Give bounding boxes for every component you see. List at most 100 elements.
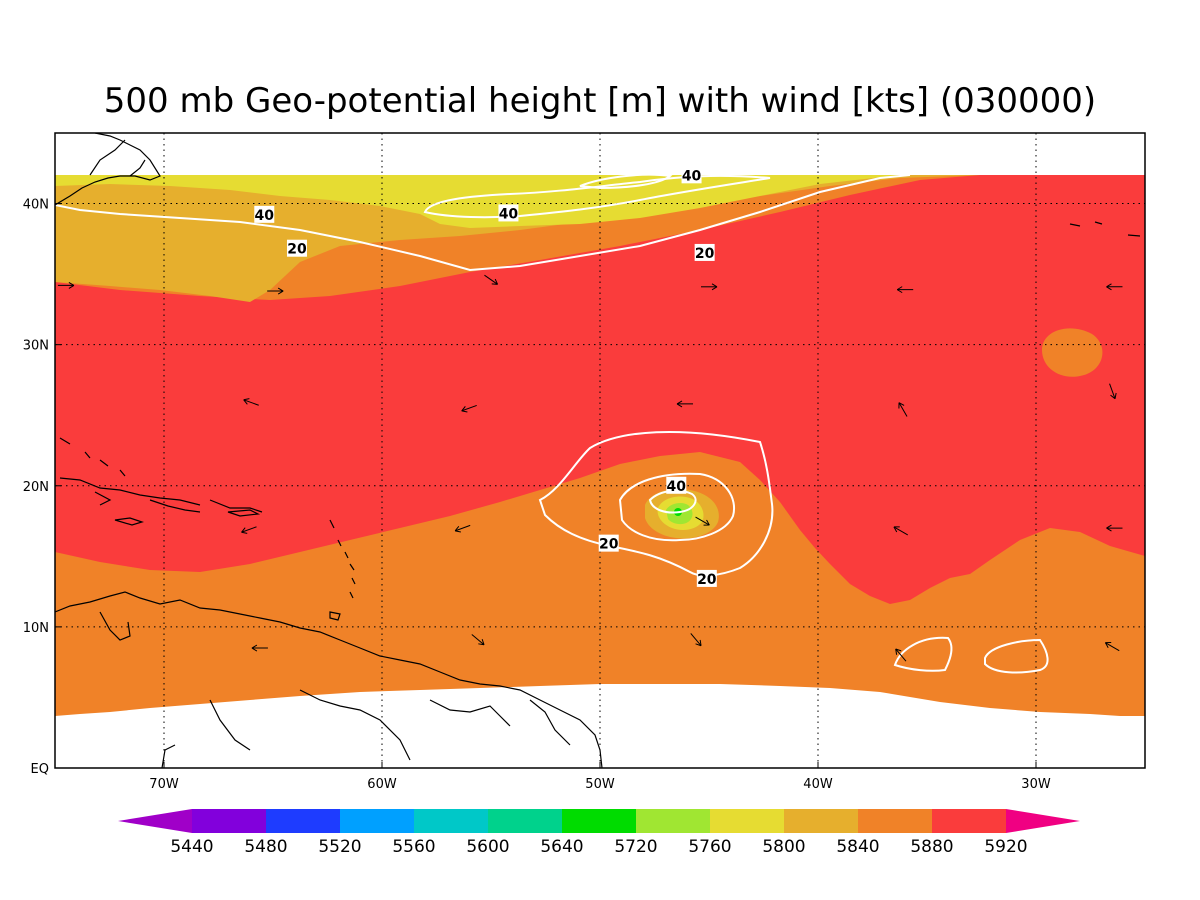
- lat-tick-label: EQ: [31, 762, 49, 777]
- colorbar-label: 5480: [244, 837, 287, 857]
- lon-tick-label: 60W: [367, 777, 397, 792]
- colorbar-label: 5640: [540, 837, 583, 857]
- wind-arrow: [695, 516, 710, 526]
- map-plot-area: [55, 133, 1145, 768]
- contour-label: 40: [682, 168, 702, 184]
- colorbar-segment: [562, 809, 636, 833]
- coast-lesser-antilles: [329, 519, 356, 599]
- contour-label-bg: [666, 476, 687, 494]
- chart-title: 500 mb Geo-potential height [m] with win…: [104, 81, 1096, 121]
- coast-puerto-rico: [227, 509, 261, 517]
- colorbar-segment: [488, 809, 562, 833]
- lon-tick-label: 70W: [149, 777, 179, 792]
- colorbar-segment: [340, 809, 414, 833]
- wind-arrow: [57, 281, 75, 289]
- lat-tick-label: 10N: [23, 621, 49, 636]
- band-5920: [55, 175, 1145, 604]
- colorbar-segment: [932, 809, 1006, 833]
- contour-label: 20: [599, 537, 619, 553]
- contour-40-north-b: [579, 173, 673, 190]
- colorbar-segment: [266, 809, 340, 833]
- lon-tick-label: 30W: [1021, 777, 1051, 792]
- colorbar-left-arrow: [118, 809, 192, 833]
- wind-arrow: [1106, 524, 1123, 532]
- colorbar-label: 5800: [762, 837, 805, 857]
- wind-arrow: [895, 648, 907, 662]
- contour-label-bg: [694, 243, 715, 261]
- wind-arrow: [454, 524, 471, 533]
- contour-labels: 40 40 40 20 20 40 20 20: [254, 166, 717, 588]
- lat-lon-grid: [55, 133, 1145, 768]
- colorbar-segment: [414, 809, 488, 833]
- colorbar-label: 5920: [984, 837, 1027, 857]
- coast-south-america: [55, 591, 603, 768]
- colorbar-segment: [784, 809, 858, 833]
- coast-north-america-inland: [89, 139, 146, 177]
- contour-label: 20: [695, 246, 715, 262]
- colorbar-label: 5440: [170, 837, 213, 857]
- band-5760: [345, 175, 700, 198]
- axis-ticks: 70W 60W 50W 40W 30W EQ 10N 20N 30N 40N: [23, 198, 1051, 792]
- wind-arrow: [461, 404, 477, 413]
- coast-jamaica: [114, 517, 144, 526]
- wind-arrow: [893, 526, 909, 536]
- wind-arrow: [690, 633, 702, 647]
- coast-hispaniola-cuba: [59, 477, 263, 513]
- colorbar-label: 5600: [466, 837, 509, 857]
- contour-label-bg: [598, 534, 619, 552]
- coast-east-islands: [1069, 221, 1141, 237]
- lat-tick-label: 30N: [23, 339, 49, 354]
- lon-tick-label: 50W: [585, 777, 615, 792]
- wind-arrow: [267, 287, 284, 295]
- lon-tick-label: 40W: [803, 777, 833, 792]
- colorbar-label: 5720: [614, 837, 657, 857]
- wind-arrow: [898, 402, 908, 417]
- wind-contours: [55, 173, 1049, 674]
- coastlines: [55, 133, 1141, 768]
- contour-label-bg: [696, 569, 717, 587]
- contour-label: 40: [667, 479, 687, 495]
- contour-40-north: [423, 174, 771, 219]
- wind-arrows: [57, 274, 1123, 662]
- colorbar-label: 5880: [910, 837, 953, 857]
- contour-label: 20: [287, 242, 307, 258]
- lat-tick-label: 20N: [23, 480, 49, 495]
- wind-arrow: [1106, 283, 1123, 291]
- colorbar-label: 5840: [836, 837, 879, 857]
- contour-label-bg: [286, 239, 307, 257]
- wind-arrow: [243, 398, 259, 406]
- lat-tick-label: 40N: [23, 198, 49, 213]
- wind-arrow: [251, 644, 268, 652]
- contour-label-bg: [498, 204, 519, 222]
- colorbar-label: 5760: [688, 837, 731, 857]
- band-5800: [55, 175, 900, 228]
- wind-arrow: [1104, 642, 1120, 652]
- contour-label: 40: [255, 208, 275, 224]
- wind-arrow: [484, 274, 499, 285]
- wind-arrow: [241, 526, 257, 534]
- colorbar-segment: [192, 809, 266, 833]
- colorbar-label: 5520: [318, 837, 361, 857]
- contour-label: 40: [499, 206, 519, 222]
- band-5840: [55, 175, 1145, 302]
- band-5880-patch: [1042, 328, 1103, 377]
- contour-label-bg: [254, 205, 275, 223]
- colorbar-label: 5560: [392, 837, 435, 857]
- colorbar-segment: [858, 809, 932, 833]
- colorbar-segment: [710, 809, 784, 833]
- wind-arrow: [896, 286, 914, 294]
- wind-arrow: [471, 634, 485, 646]
- contour-40-storm: [618, 472, 736, 542]
- contour-east-a: [893, 636, 953, 672]
- contour-20-north: [55, 174, 911, 272]
- coast-south-america-inland: [99, 611, 571, 768]
- wind-arrow: [701, 283, 718, 291]
- coast-trinidad: [329, 611, 341, 621]
- contour-label-bg: [681, 166, 702, 184]
- contour-east-b: [984, 638, 1049, 674]
- colorbar-segment: [636, 809, 710, 833]
- coast-bahamas: [59, 437, 126, 477]
- wind-arrow: [1109, 383, 1117, 400]
- colorbar: 5440 5480 5520 5560 5600 5640 5720 5760 5800 5840…: [118, 809, 1080, 857]
